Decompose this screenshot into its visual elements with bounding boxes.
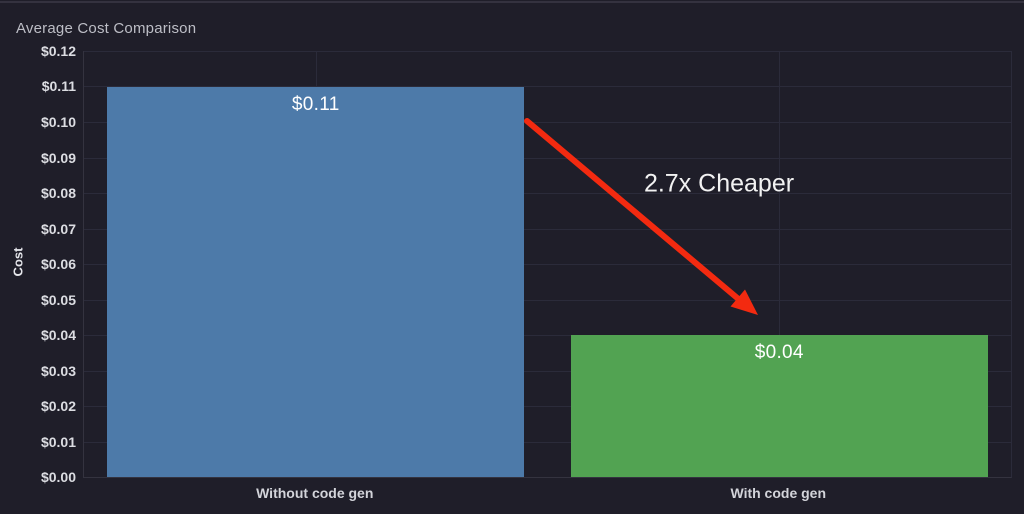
plot-area: $0.11 $0.04	[83, 51, 1012, 478]
bar-without-code-gen[interactable]: $0.11	[107, 86, 525, 477]
bar-with-code-gen[interactable]: $0.04	[570, 335, 988, 477]
panel-top-border	[0, 1, 1024, 3]
gridline	[84, 51, 1011, 52]
y-tick-label: $0.11	[41, 78, 76, 95]
x-category-label: Without code gen	[256, 485, 374, 501]
y-tick-label: $0.02	[40, 398, 76, 414]
gridline	[84, 370, 1011, 372]
y-tick-label: $0.10	[40, 113, 76, 130]
y-tick-label: $0.03	[40, 362, 76, 379]
y-tick-label: $0.05	[40, 291, 76, 308]
y-tick-label: $0.09	[40, 149, 76, 166]
y-tick-label: $0.12	[40, 43, 76, 59]
y-tick-label: $0.06	[40, 256, 76, 272]
bar-value-label: $0.11	[291, 93, 340, 115]
x-category-label: With code gen	[730, 485, 827, 501]
y-tick-label: $0.01	[40, 433, 76, 450]
y-tick-label: $0.07	[40, 220, 76, 237]
gridline	[84, 441, 1011, 443]
gridline	[84, 406, 1011, 407]
y-tick-label: $0.08	[40, 184, 76, 201]
bar-value-label: $0.04	[754, 342, 804, 364]
chart-title: Average Cost Comparison	[16, 20, 197, 37]
annotation-text: 2.7x Cheaper	[643, 169, 795, 198]
gridline	[84, 334, 1011, 336]
x-axis-labels: Without code gen With code gen	[83, 477, 1010, 507]
y-tick-label: $0.00	[40, 469, 76, 485]
y-axis-tick-labels: $0.00 $0.01 $0.02 $0.03 $0.04 $0.05 $0.06 $0.07…	[0, 43, 76, 485]
y-tick-label: $0.04	[40, 326, 76, 343]
gridline	[84, 86, 1011, 88]
gridline-vertical	[779, 51, 781, 477]
